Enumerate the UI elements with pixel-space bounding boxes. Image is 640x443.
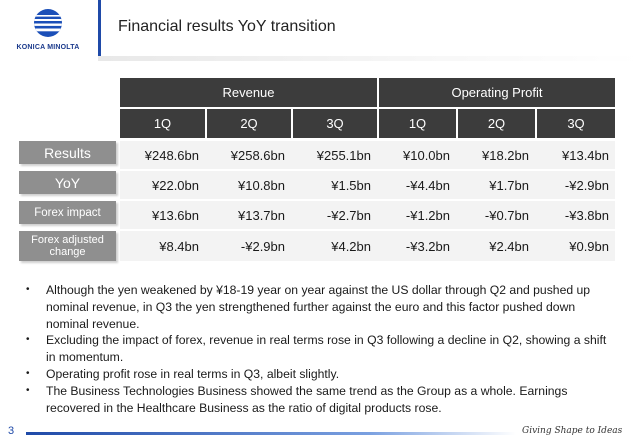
table-cell: -¥0.7bn <box>484 207 529 223</box>
title-divider <box>98 56 640 61</box>
table-cell: ¥10.8bn <box>238 177 285 193</box>
globe-logo-icon <box>34 9 62 37</box>
bullet-item: The Business Technologies Business showe… <box>26 383 616 417</box>
quarter-header: 2Q <box>207 109 291 138</box>
page-number: 3 <box>8 425 15 437</box>
group-header-revenue: Revenue <box>120 78 377 107</box>
footer-tagline: Giving Shape to Ideas <box>522 426 623 436</box>
bullet-item: Operating profit rose in real terms in Q… <box>26 366 616 383</box>
bullet-item: Although the yen weakened by ¥18-19 year… <box>26 282 616 332</box>
row-label-yoy: YoY <box>19 171 116 194</box>
table-row-background <box>120 171 615 199</box>
table-cell: ¥18.2bn <box>482 147 529 163</box>
row-label-forex-impact: Forex impact <box>19 201 116 224</box>
quarter-header: 1Q <box>379 109 456 138</box>
table-cell: ¥4.2bn <box>331 238 371 254</box>
table-cell: -¥1.2bn <box>405 207 450 223</box>
table-cell: ¥2.4bn <box>489 238 529 254</box>
table-cell: ¥22.0bn <box>152 177 199 193</box>
table-cell: -¥3.8bn <box>564 207 609 223</box>
row-label-forex-adjusted-change: Forex adjusted change <box>19 231 116 261</box>
table-cell: ¥13.6bn <box>152 207 199 223</box>
table-cell: ¥13.7bn <box>238 207 285 223</box>
table-cell: -¥2.9bn <box>240 238 285 254</box>
table-cell: -¥2.9bn <box>564 177 609 193</box>
company-logo: KONICA MINOLTA <box>6 6 90 58</box>
commentary-bullets: Although the yen weakened by ¥18-19 year… <box>26 282 616 416</box>
brand-name: KONICA MINOLTA <box>16 44 80 51</box>
quarter-header: 3Q <box>293 109 377 138</box>
footer-divider <box>26 432 516 435</box>
table-cell: ¥255.1bn <box>316 147 371 163</box>
group-header-operating-profit: Operating Profit <box>379 78 615 107</box>
table-cell: ¥1.7bn <box>489 177 529 193</box>
title-accent-bar <box>98 0 101 56</box>
row-label-results: Results <box>19 141 116 164</box>
table-row-background <box>120 141 615 169</box>
table-cell: ¥10.0bn <box>403 147 450 163</box>
table-cell: -¥3.2bn <box>405 238 450 254</box>
quarter-header: 3Q <box>537 109 615 138</box>
table-cell: ¥0.9bn <box>569 238 609 254</box>
table-cell: ¥13.4bn <box>562 147 609 163</box>
table-cell: ¥1.5bn <box>331 177 371 193</box>
table-cell: ¥8.4bn <box>159 238 199 254</box>
table-row-background <box>120 231 615 261</box>
table-row-background <box>120 201 615 229</box>
page-title: Financial results YoY transition <box>118 18 336 35</box>
quarter-header: 1Q <box>120 109 205 138</box>
table-cell: ¥258.6bn <box>230 147 285 163</box>
table-cell: -¥2.7bn <box>326 207 371 223</box>
quarter-header: 2Q <box>458 109 535 138</box>
table-cell: ¥248.6bn <box>144 147 199 163</box>
bullet-item: Excluding the impact of forex, revenue i… <box>26 332 616 366</box>
table-cell: -¥4.4bn <box>405 177 450 193</box>
